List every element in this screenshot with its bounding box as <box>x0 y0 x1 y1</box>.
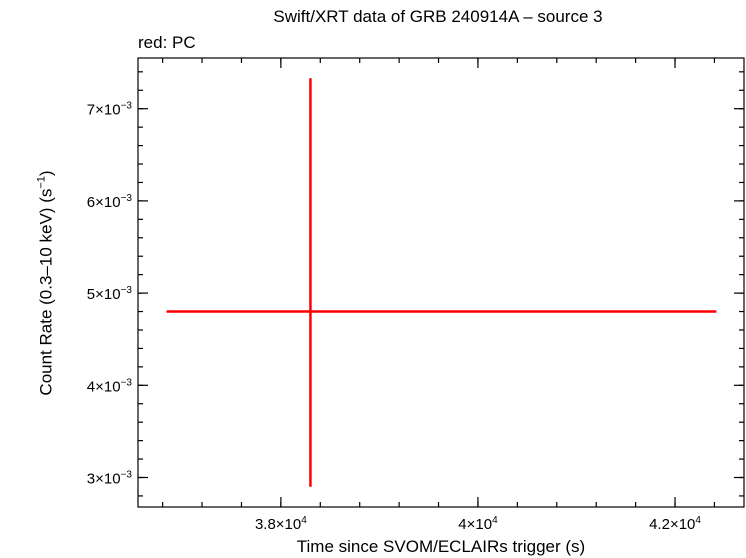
y-tick-label: 5×10−3 <box>87 285 133 303</box>
y-tick-label: 3×10−3 <box>87 469 133 487</box>
x-axis-label: Time since SVOM/ECLAIRs trigger (s) <box>296 537 586 556</box>
x-tick-label: 3.8×104 <box>255 515 307 533</box>
tick-labels: 3.8×104 4×104 4.2×104 3×10−3 4×10−3 5×10−3 6×1… <box>87 101 702 533</box>
y-tick-label: 7×10−3 <box>87 101 133 119</box>
axis-ticks <box>138 58 744 507</box>
plot-frame <box>137 57 745 508</box>
chart-title: Swift/XRT data of GRB 240914A – source 3 <box>273 7 603 26</box>
y-tick-label: 6×10−3 <box>87 193 133 211</box>
data-marks <box>166 78 717 487</box>
x-tick-label: 4.2×104 <box>649 515 701 533</box>
chart-subtitle: red: PC <box>138 33 196 52</box>
y-tick-label: 4×10−3 <box>87 377 133 395</box>
x-tick-label: 4×104 <box>458 515 498 533</box>
